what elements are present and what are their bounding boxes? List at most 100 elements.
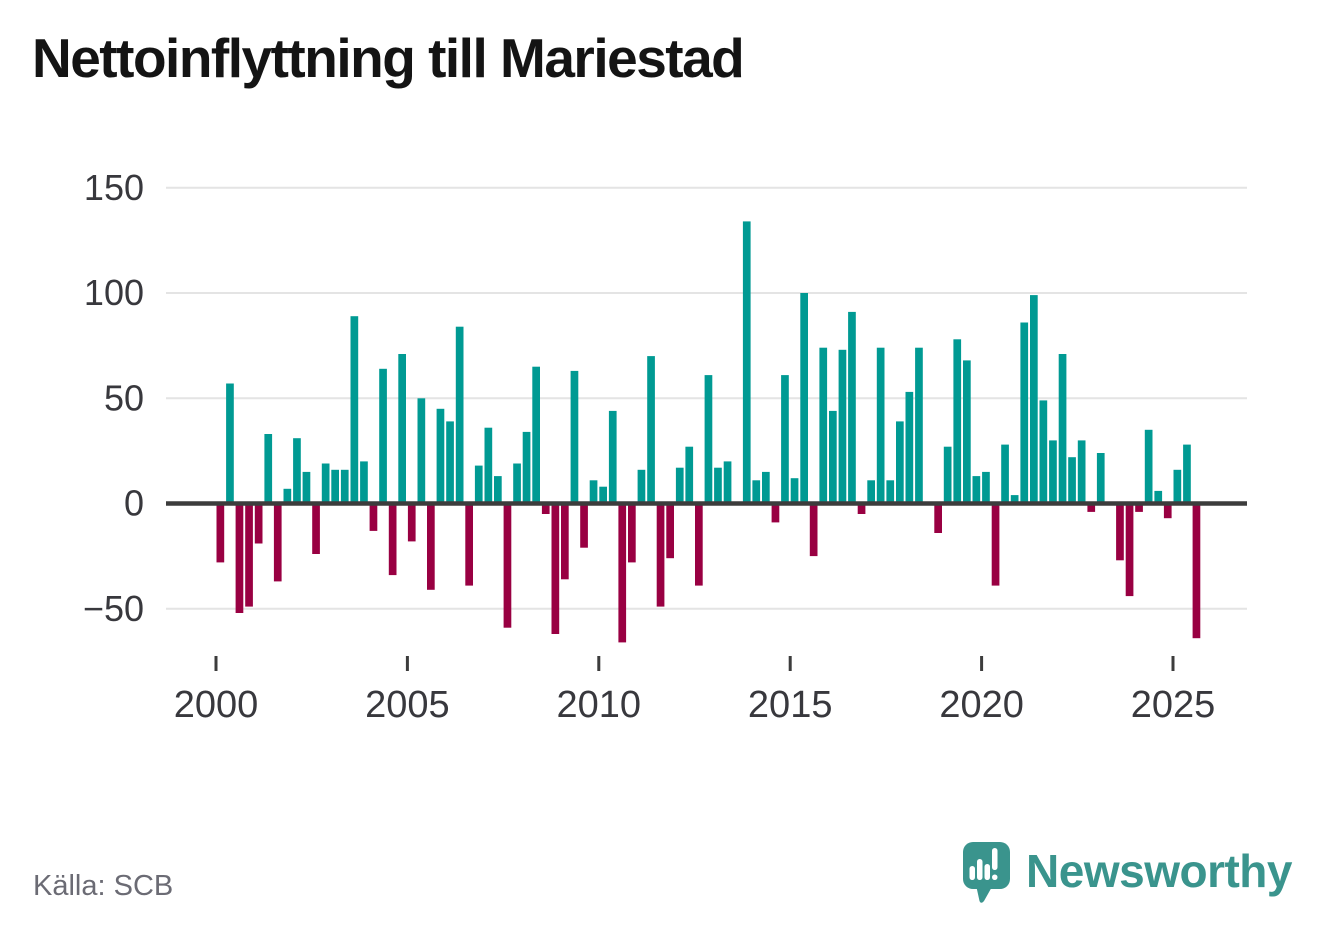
bar-2024Q4 xyxy=(1163,503,1172,519)
bar-2007Q3 xyxy=(503,503,512,628)
x-axis-label-2000: 2000 xyxy=(174,684,259,726)
bar-2013Q4 xyxy=(742,221,751,504)
bar-2025Q3 xyxy=(1192,503,1201,639)
bar-2001Q4 xyxy=(283,488,292,504)
bar-2010Q3 xyxy=(618,503,627,643)
bar-2006Q3 xyxy=(465,503,473,586)
bar-2013Q1 xyxy=(714,467,722,504)
bar-2012Q1 xyxy=(675,467,684,504)
bar-2016Q1 xyxy=(829,410,837,504)
bar-2003Q1 xyxy=(331,469,339,504)
bar-2003Q4 xyxy=(360,461,368,504)
source-label: Källa: SCB xyxy=(33,870,174,902)
y-axis-label--50: −50 xyxy=(83,588,144,629)
bar-2023Q3 xyxy=(1116,503,1124,561)
y-axis-label-150: 150 xyxy=(84,167,144,208)
x-axis-label-2025: 2025 xyxy=(1131,684,1216,726)
bar-2010Q1 xyxy=(599,486,607,504)
bar-2022Q2 xyxy=(1068,457,1076,504)
bar-2019Q1 xyxy=(943,446,952,504)
bar-2015Q3 xyxy=(809,503,818,557)
bar-2025Q2 xyxy=(1183,444,1191,504)
bar-2004Q2 xyxy=(379,368,387,504)
bar-2023Q1 xyxy=(1096,453,1105,504)
bar-2011Q4 xyxy=(666,503,674,559)
newsworthy-wordmark: Newsworthy xyxy=(1026,845,1292,897)
bar-2022Q3 xyxy=(1077,440,1086,504)
bar-2006Q4 xyxy=(474,465,483,504)
bar-2001Q1 xyxy=(254,503,263,544)
bar-2019Q3 xyxy=(963,360,971,504)
bar-2020Q2 xyxy=(991,503,1000,586)
bar-2009Q2 xyxy=(570,370,579,504)
bar-2006Q2 xyxy=(455,326,464,504)
logo-bar-2 xyxy=(977,859,983,880)
bar-2001Q2 xyxy=(264,434,273,504)
bar-2007Q4 xyxy=(513,463,521,504)
bar-2004Q4 xyxy=(398,354,406,504)
bar-2024Q1 xyxy=(1135,503,1143,512)
chart-title: Nettoinflyttning till Mariestad xyxy=(32,27,745,89)
bar-2020Q1 xyxy=(982,471,990,504)
x-axis-label-2015: 2015 xyxy=(748,684,833,726)
bar-2017Q2 xyxy=(876,347,885,504)
bar-2020Q3 xyxy=(1001,444,1009,504)
logo-exclamation-stem xyxy=(992,848,998,870)
x-axis-label-2005: 2005 xyxy=(365,684,450,726)
bar-2024Q3 xyxy=(1154,490,1163,504)
bar-2015Q1 xyxy=(790,478,799,504)
bar-2010Q4 xyxy=(628,503,636,563)
newsworthy-logo: Newsworthy xyxy=(962,841,1292,905)
bar-2007Q1 xyxy=(484,427,493,504)
bar-2012Q4 xyxy=(704,375,713,504)
bar-2005Q3 xyxy=(427,503,435,590)
bar-2023Q4 xyxy=(1125,503,1134,597)
x-axis-label-2020: 2020 xyxy=(939,684,1024,726)
bar-2017Q3 xyxy=(886,480,895,504)
bar-2024Q2 xyxy=(1144,429,1153,504)
bar-2010Q2 xyxy=(608,410,617,504)
bar-2018Q1 xyxy=(905,391,914,504)
bar-2000Q4 xyxy=(245,503,253,607)
bar-2011Q3 xyxy=(656,503,665,607)
bar-2018Q4 xyxy=(934,503,942,533)
bar-2000Q2 xyxy=(226,383,234,504)
bar-2000Q3 xyxy=(235,503,244,613)
y-axis-label-0: 0 xyxy=(124,483,144,524)
bar-2014Q4 xyxy=(781,375,789,504)
y-axis-label-100: 100 xyxy=(84,272,144,313)
bar-2016Q4 xyxy=(857,503,866,514)
logo-exclamation-dot xyxy=(992,874,998,880)
bar-2009Q4 xyxy=(589,480,598,504)
bar-2001Q3 xyxy=(273,503,282,582)
bar-2016Q3 xyxy=(848,311,856,504)
bar-2021Q4 xyxy=(1049,440,1057,504)
bar-2015Q2 xyxy=(800,293,808,504)
bar-2019Q4 xyxy=(972,476,981,504)
bar-2022Q4 xyxy=(1087,503,1096,512)
bar-2013Q2 xyxy=(723,461,732,504)
logo-bubble-tail xyxy=(976,885,994,903)
bar-2021Q2 xyxy=(1030,295,1038,504)
newsworthy-icon xyxy=(963,842,1011,903)
bar-2004Q1 xyxy=(369,503,378,531)
bar-2002Q2 xyxy=(302,471,311,504)
logo-bar-1 xyxy=(969,866,976,880)
bar-2008Q3 xyxy=(541,503,550,514)
bar-2005Q1 xyxy=(407,503,416,542)
bar-2009Q3 xyxy=(580,503,588,548)
bar-2011Q1 xyxy=(637,469,646,504)
x-axis-label-2010: 2010 xyxy=(557,684,642,726)
bar-2008Q1 xyxy=(522,431,531,504)
bar-2009Q1 xyxy=(561,503,569,580)
bar-2018Q2 xyxy=(915,347,923,504)
bar-2008Q4 xyxy=(551,503,560,634)
bar-2004Q3 xyxy=(388,503,397,576)
bar-2005Q2 xyxy=(417,398,426,504)
bar-2011Q2 xyxy=(647,356,655,504)
bar-2014Q1 xyxy=(752,480,761,504)
bar-2002Q1 xyxy=(293,438,301,504)
bar-2016Q2 xyxy=(838,349,847,504)
bar-2003Q3 xyxy=(350,316,359,504)
